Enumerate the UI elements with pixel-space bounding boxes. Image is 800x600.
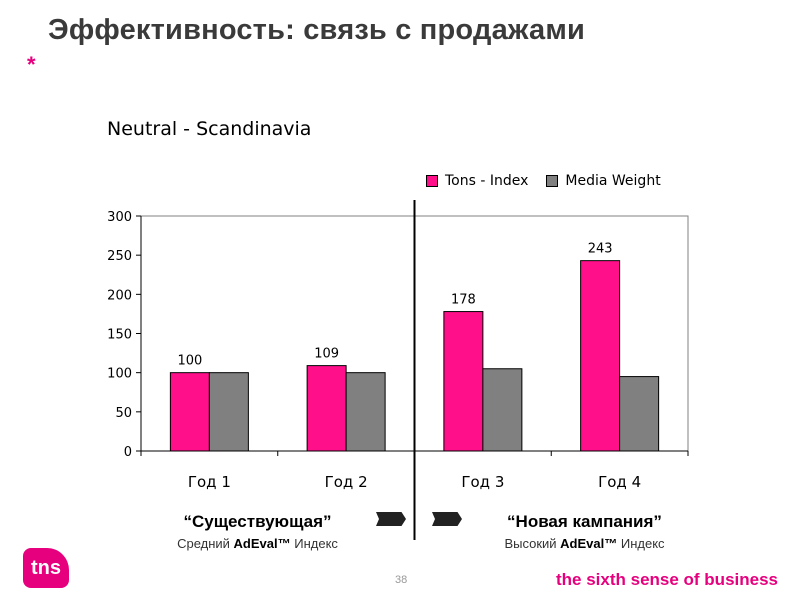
note-existing-bold: AdEval™ — [233, 536, 291, 551]
slide-title: Эффективность: связь с продажами — [48, 14, 586, 46]
note-new-subtitle: Высокий AdEval™ Индекс — [472, 536, 697, 551]
bar-media-weight — [619, 376, 660, 452]
legend-swatch-tons — [426, 175, 438, 187]
legend-label-tons: Tons - Index — [445, 173, 529, 189]
asterisk-mark: * — [27, 52, 36, 77]
note-new-suffix: Индекс — [617, 536, 665, 551]
bar-media-weight — [482, 368, 523, 452]
y-tick-label: 50 — [115, 406, 132, 421]
note-new-bold: AdEval™ — [560, 536, 618, 551]
data-label: 178 — [451, 293, 476, 308]
x-tick-label: Год 3 — [461, 473, 504, 491]
note-existing-prefix: Средний — [177, 536, 234, 551]
note-existing-title: “Существующая” — [183, 512, 332, 531]
bar-tons-index — [306, 365, 347, 452]
note-new: “Новая кампания” Высокий AdEval™ Индекс — [472, 512, 697, 551]
page-number: 38 — [395, 574, 408, 586]
note-new-title: “Новая кампания” — [507, 512, 662, 531]
bar-tons-index — [580, 260, 621, 452]
bar-tons-index — [443, 311, 484, 452]
tns-logo: tns — [23, 548, 69, 588]
y-tick-label: 150 — [107, 328, 132, 343]
note-existing-suffix: Индекс — [290, 536, 338, 551]
y-tick-label: 300 — [107, 210, 132, 225]
data-label: 109 — [314, 347, 339, 362]
legend-swatch-media — [546, 175, 559, 187]
tagline: the sixth sense of business — [555, 570, 778, 589]
y-tick-label: 0 — [124, 445, 132, 460]
note-existing: “Существующая” Средний AdEval™ Индекс — [150, 512, 365, 551]
y-tick-label: 100 — [107, 367, 132, 382]
arrow-icon-right — [432, 512, 462, 526]
legend-item-tons: Tons - Index — [426, 173, 528, 189]
x-tick-label: Год 4 — [598, 473, 641, 491]
y-tick-label: 200 — [107, 288, 132, 303]
bar-media-weight — [345, 372, 386, 452]
data-label: 243 — [588, 242, 613, 257]
note-new-prefix: Высокий — [504, 536, 561, 551]
arrow-icon-left — [376, 512, 406, 526]
x-tick-label: Год 2 — [325, 473, 368, 491]
chart-title: Neutral - Scandinavia — [107, 118, 312, 140]
x-tick-label: Год 1 — [188, 473, 231, 491]
note-existing-subtitle: Средний AdEval™ Индекс — [150, 536, 365, 551]
legend-item-media: Media Weight — [546, 173, 661, 189]
y-tick-label: 250 — [107, 249, 132, 264]
data-label: 100 — [177, 354, 202, 369]
bar-media-weight — [208, 372, 249, 452]
bar-tons-index — [169, 372, 210, 452]
legend-label-media: Media Weight — [565, 173, 661, 189]
chart-legend: Tons - Index Media Weight — [426, 173, 679, 189]
